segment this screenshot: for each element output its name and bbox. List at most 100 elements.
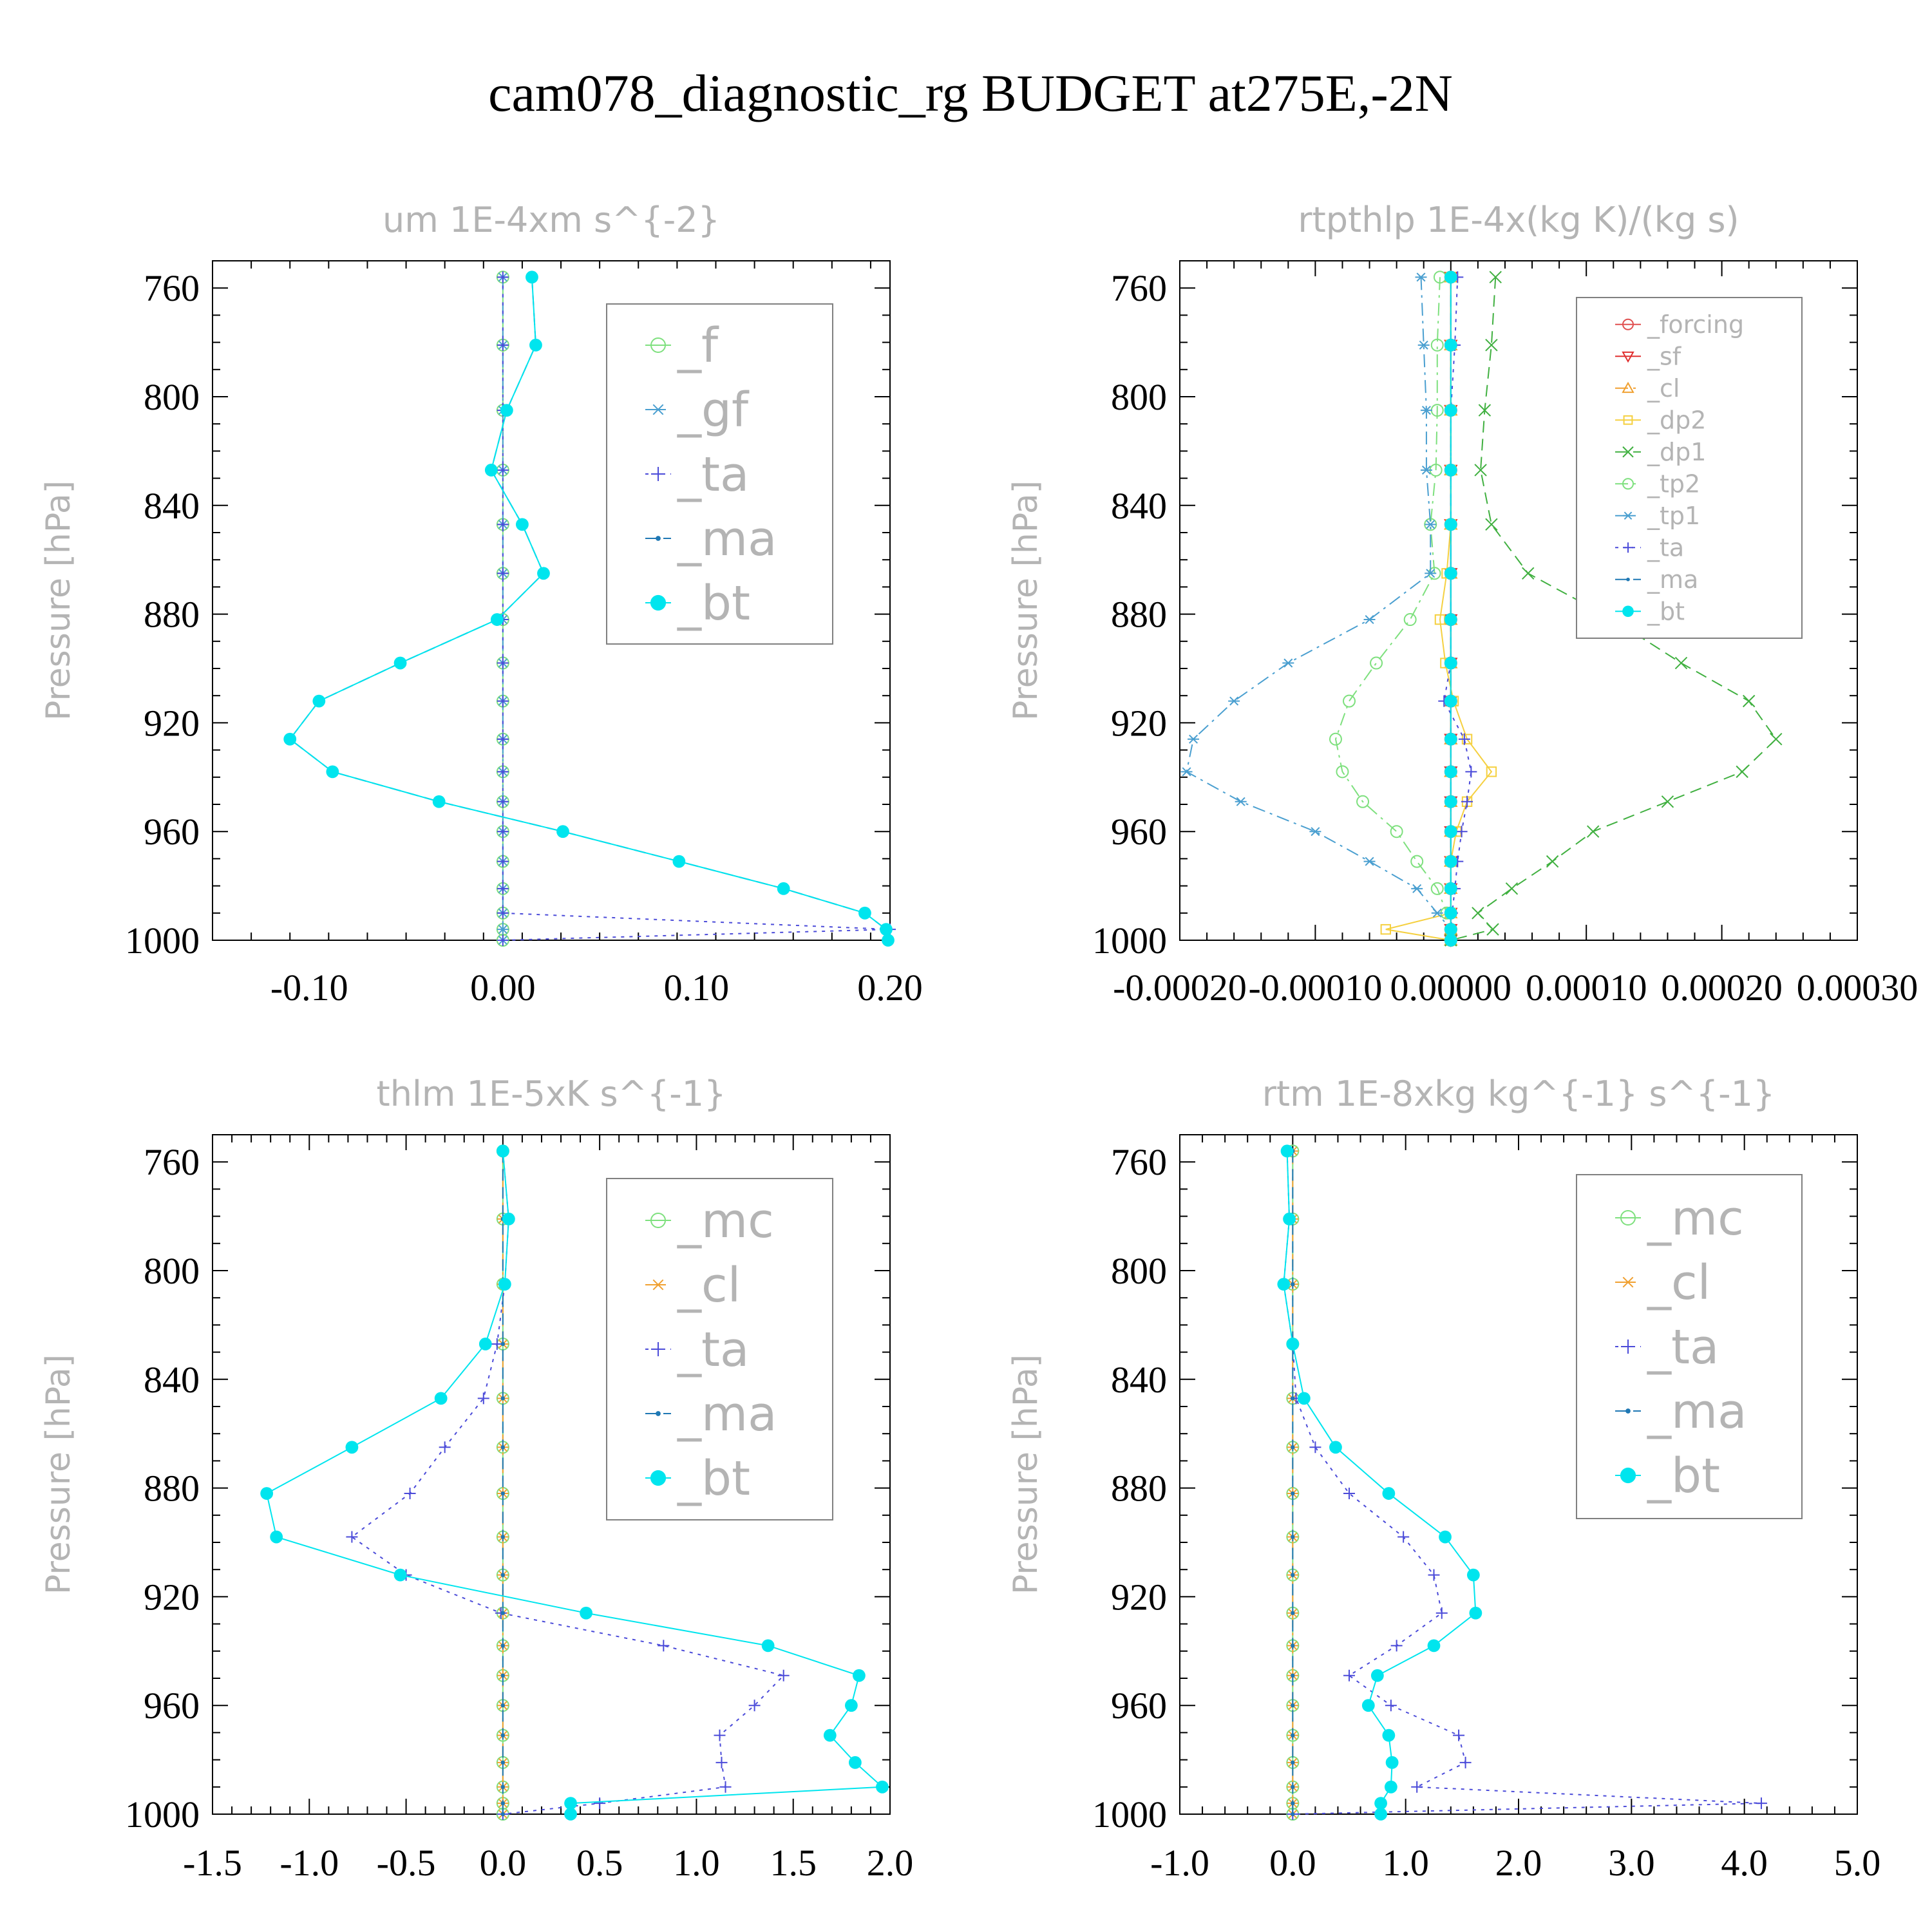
plot-area xyxy=(1180,270,1783,948)
legend-marker xyxy=(1621,1276,1635,1288)
data-point xyxy=(1444,765,1457,779)
y-tick-label: 880 xyxy=(1111,1468,1167,1510)
data-point xyxy=(1466,1568,1480,1582)
data-point xyxy=(497,934,509,946)
legend-entry: _tp2 xyxy=(1615,470,1700,498)
data-point xyxy=(1291,1703,1295,1708)
x-tick-label: -0.10 xyxy=(270,967,348,1009)
data-point xyxy=(1444,567,1457,580)
data-point xyxy=(497,271,509,283)
x-tick-label: 3.0 xyxy=(1608,1842,1655,1884)
data-point xyxy=(580,1606,593,1620)
x-tick-label: 0.00020 xyxy=(1661,967,1783,1009)
data-point xyxy=(1374,1797,1387,1810)
panel-title: rtm 1E-8xkg kg^{-1} s^{-1} xyxy=(1262,1074,1776,1114)
data-point xyxy=(500,1396,506,1401)
data-point xyxy=(858,906,871,920)
chart-panel-2: rtpthlp 1E-4x(kg K)/(kg s) Pressure [hPa]… xyxy=(1007,200,1918,1009)
data-point xyxy=(1309,827,1321,837)
data-point xyxy=(500,1812,506,1817)
data-point xyxy=(1430,338,1444,352)
data-point xyxy=(1291,1573,1295,1577)
y-tick-label: 760 xyxy=(144,1141,200,1183)
legend-label: _cl xyxy=(677,1258,741,1313)
data-point xyxy=(500,1703,506,1708)
data-point xyxy=(1277,1278,1291,1291)
data-point xyxy=(497,518,509,531)
x-tick-label: 0.00 xyxy=(470,967,536,1009)
legend-entry: _cl xyxy=(1615,374,1680,402)
series-bt xyxy=(283,270,895,947)
x-tick-label: 1.5 xyxy=(770,1842,817,1884)
legend-entry: _ta xyxy=(1615,1320,1719,1375)
series-line xyxy=(1283,1151,1762,1815)
x-tick-label: 0.00000 xyxy=(1390,967,1512,1009)
data-point xyxy=(500,1733,506,1738)
data-point xyxy=(500,1341,506,1347)
data-point xyxy=(497,464,509,476)
data-point xyxy=(1485,339,1498,352)
legend-entry: _dp1 xyxy=(1615,438,1706,466)
x-tick-label: 0.0 xyxy=(1269,1842,1316,1884)
x-tick-label: 0.0 xyxy=(480,1842,527,1884)
data-point xyxy=(1385,1756,1399,1769)
legend-entry: _bt xyxy=(645,1451,750,1506)
legend-entry: _forcing xyxy=(1615,310,1744,339)
data-point xyxy=(1587,825,1600,838)
data-point xyxy=(1453,1729,1465,1741)
legend-marker xyxy=(651,1279,665,1291)
data-point xyxy=(498,1278,511,1291)
y-tick-label: 1000 xyxy=(1092,1794,1167,1835)
legend-label: _tp2 xyxy=(1647,470,1700,498)
legend-marker xyxy=(656,1411,661,1416)
data-point xyxy=(1329,1441,1342,1454)
plot-frame xyxy=(212,1134,891,1815)
x-tick-label: 0.00010 xyxy=(1526,967,1647,1009)
legend-entry: _bt xyxy=(1615,1448,1720,1504)
data-point xyxy=(497,339,509,351)
series-bt xyxy=(1277,1144,1482,1821)
y-tick-label: 1000 xyxy=(125,920,200,961)
legend-entry: _f xyxy=(645,318,719,374)
y-tick-label: 920 xyxy=(144,1576,200,1618)
data-point xyxy=(848,1756,862,1769)
chart-panels: um 1E-4xm s^{-2} Pressure [hPa] 760 800 840 8… xyxy=(39,200,1918,1884)
legend: _mc _cl _ta _ma _bt xyxy=(1576,1174,1803,1519)
data-point xyxy=(564,1808,577,1821)
data-point xyxy=(1382,1728,1396,1742)
legend-box xyxy=(606,303,833,645)
data-point xyxy=(260,1487,274,1500)
data-point xyxy=(1283,1212,1296,1226)
data-point xyxy=(500,1801,506,1806)
legend-label: _mc xyxy=(677,1193,774,1249)
data-point xyxy=(1291,1396,1295,1401)
legend-marker xyxy=(1620,1210,1636,1226)
x-tick-label: 5.0 xyxy=(1834,1842,1881,1884)
series-tp1 xyxy=(1180,272,1457,945)
series-line xyxy=(289,277,889,941)
legend-entry: _ma xyxy=(645,1387,777,1442)
y-tick-label: 760 xyxy=(1111,1141,1167,1183)
data-point xyxy=(853,1669,866,1682)
data-point xyxy=(1356,795,1370,808)
data-point xyxy=(497,795,509,808)
data-point xyxy=(497,882,509,895)
data-point xyxy=(1458,733,1470,745)
data-point xyxy=(1390,825,1403,838)
legend-label: _ma xyxy=(677,1387,777,1442)
x-tick-label: 2.0 xyxy=(1495,1842,1542,1884)
y-tick-label: 920 xyxy=(1111,702,1167,744)
data-point xyxy=(496,1144,509,1158)
x-tick-label: -1.0 xyxy=(279,1842,339,1884)
data-point xyxy=(1370,1669,1384,1682)
data-point xyxy=(1444,656,1457,670)
data-point xyxy=(1435,1607,1448,1619)
data-point xyxy=(1291,1491,1295,1496)
series-line xyxy=(1450,277,1777,941)
data-point xyxy=(1291,1760,1295,1765)
data-point xyxy=(823,1728,837,1742)
data-point xyxy=(1291,1282,1295,1287)
legend-label: _tp1 xyxy=(1647,502,1700,530)
data-point xyxy=(1280,1144,1294,1158)
data-point xyxy=(1374,1808,1387,1821)
